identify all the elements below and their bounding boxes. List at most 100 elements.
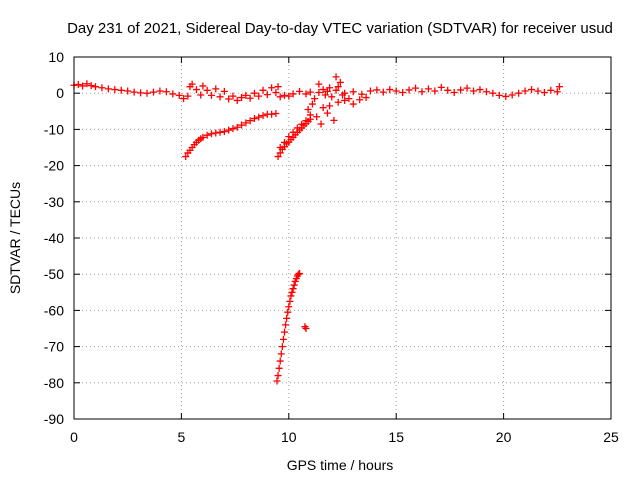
data-point <box>470 87 478 95</box>
data-point <box>283 314 291 322</box>
data-point <box>289 128 297 136</box>
data-point <box>276 357 284 365</box>
data-point <box>349 88 357 96</box>
data-point <box>553 88 561 96</box>
x-tick-label: 20 <box>496 429 512 445</box>
data-point <box>450 88 458 96</box>
y-tick-label: -40 <box>44 230 64 246</box>
data-point <box>319 86 327 94</box>
data-point <box>345 95 353 103</box>
y-tick-label: 10 <box>48 49 64 65</box>
data-point <box>277 350 285 358</box>
x-tick-label: 10 <box>281 429 297 445</box>
data-point <box>281 91 289 99</box>
data-point <box>188 80 196 88</box>
data-series <box>70 80 563 104</box>
data-point <box>169 90 177 98</box>
data-point <box>332 73 340 81</box>
data-point <box>117 86 125 94</box>
data-point <box>334 98 342 106</box>
data-point <box>207 130 215 138</box>
data-series <box>182 109 280 161</box>
data-point <box>272 109 280 117</box>
data-point <box>319 104 327 112</box>
data-point <box>276 93 284 101</box>
data-point <box>311 95 319 103</box>
x-tick-label: 0 <box>70 429 78 445</box>
data-point <box>386 86 394 94</box>
data-point <box>306 115 314 123</box>
y-tick-labels: 10 0 -10 -20 -30 -40 -50 -60 -70 -80 -90 <box>44 49 64 427</box>
data-point <box>444 86 452 94</box>
y-tick-label: -50 <box>44 266 64 282</box>
data-point <box>534 87 542 95</box>
data-point <box>296 269 304 277</box>
data-point <box>288 288 296 296</box>
data-point <box>259 112 267 120</box>
data-point <box>199 133 207 141</box>
y-axis-label: SDTVAR / TECUs <box>7 182 23 294</box>
data-point <box>220 87 228 95</box>
data-point <box>476 86 484 94</box>
data-point <box>104 85 112 93</box>
data-point <box>137 89 145 97</box>
data-point <box>275 364 283 372</box>
data-point <box>282 321 290 329</box>
grid-lines <box>74 57 611 419</box>
data-point <box>242 91 250 99</box>
y-tick-label: -70 <box>44 339 64 355</box>
y-tick-label: -20 <box>44 158 64 174</box>
data-point <box>268 84 276 92</box>
data-point <box>184 92 192 100</box>
data-point <box>326 102 334 110</box>
y-tick-label: -30 <box>44 194 64 210</box>
data-point <box>349 100 357 108</box>
data-point <box>180 95 188 103</box>
data-point <box>302 117 310 125</box>
axis-ticks <box>73 56 612 420</box>
data-point <box>290 281 298 289</box>
data-point <box>197 91 205 99</box>
data-point <box>203 86 211 94</box>
data-point <box>79 82 87 90</box>
data-point <box>323 87 331 95</box>
data-point <box>373 86 381 94</box>
data-point <box>293 124 301 132</box>
data-point <box>130 88 138 96</box>
x-tick-label: 5 <box>178 429 186 445</box>
data-point <box>278 343 286 351</box>
data-point <box>182 153 190 161</box>
data-point <box>418 88 426 96</box>
data-point <box>379 88 387 96</box>
data-point <box>356 96 364 104</box>
data-point <box>285 133 293 141</box>
data-point <box>246 117 254 125</box>
data-point <box>156 87 164 95</box>
data-point <box>285 92 293 100</box>
data-point <box>339 91 346 99</box>
data-point <box>298 120 306 128</box>
data-point <box>341 96 349 104</box>
data-point <box>463 84 471 92</box>
data-series <box>273 269 304 385</box>
data-point <box>399 88 407 96</box>
chart-title: Day 231 of 2021, Sidereal Day-to-day VTE… <box>67 20 613 37</box>
data-point <box>276 144 284 151</box>
data-point <box>508 91 516 99</box>
data-point <box>502 92 510 100</box>
data-point <box>281 328 289 336</box>
data-series <box>274 115 314 161</box>
data-point <box>336 78 344 86</box>
x-tick-label: 25 <box>603 429 619 445</box>
data-point <box>268 110 276 118</box>
data-point <box>124 87 132 95</box>
data-point <box>304 105 312 113</box>
data-point <box>162 88 170 96</box>
data-point <box>289 90 297 98</box>
data-series <box>301 323 310 332</box>
data-point <box>91 83 99 91</box>
data-point <box>233 123 241 131</box>
data-point <box>296 87 304 95</box>
data-point <box>412 84 420 92</box>
data-point <box>263 91 271 99</box>
